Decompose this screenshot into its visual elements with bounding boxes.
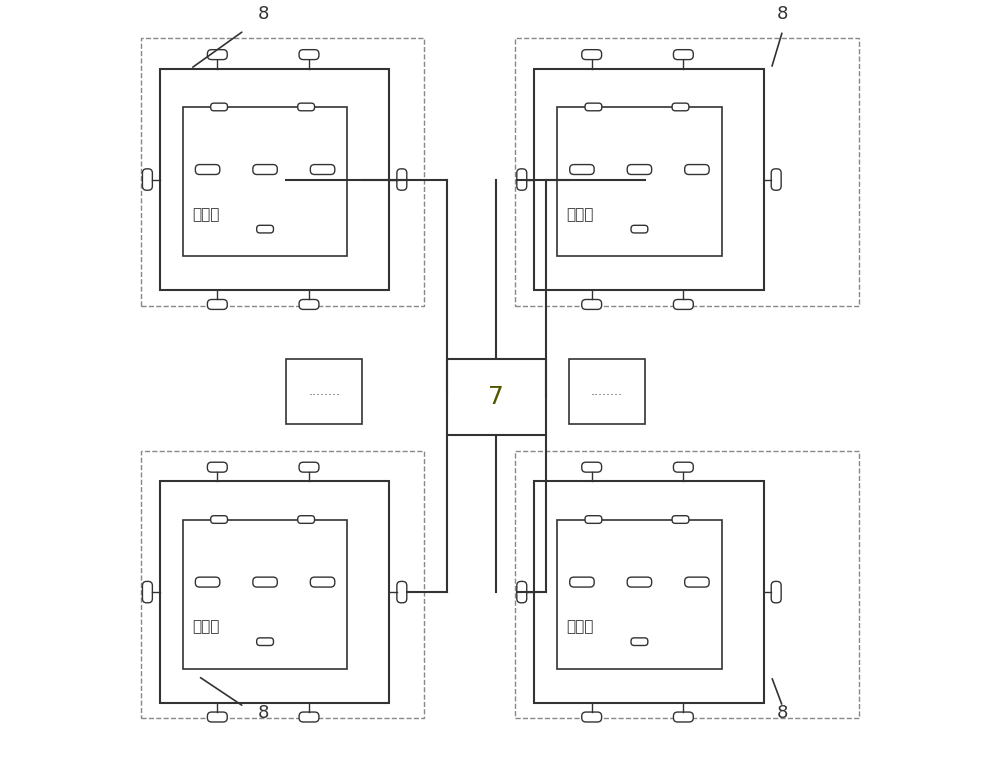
Bar bbox=[534, 69, 764, 290]
FancyBboxPatch shape bbox=[207, 712, 227, 722]
Bar bbox=[160, 69, 389, 290]
FancyBboxPatch shape bbox=[672, 516, 689, 523]
FancyBboxPatch shape bbox=[195, 577, 220, 587]
FancyBboxPatch shape bbox=[310, 164, 335, 174]
Text: 8: 8 bbox=[257, 5, 269, 23]
FancyBboxPatch shape bbox=[257, 225, 273, 233]
FancyBboxPatch shape bbox=[207, 462, 227, 472]
FancyBboxPatch shape bbox=[771, 581, 781, 603]
Text: 砥构件: 砥构件 bbox=[192, 207, 219, 222]
Bar bbox=[515, 38, 859, 306]
Text: ........: ........ bbox=[308, 385, 340, 398]
FancyBboxPatch shape bbox=[672, 103, 689, 111]
FancyBboxPatch shape bbox=[631, 638, 648, 646]
FancyBboxPatch shape bbox=[582, 462, 602, 472]
FancyBboxPatch shape bbox=[570, 164, 594, 174]
Bar bbox=[557, 107, 722, 256]
Text: 8: 8 bbox=[777, 5, 788, 23]
FancyBboxPatch shape bbox=[582, 50, 602, 60]
FancyBboxPatch shape bbox=[310, 577, 335, 587]
FancyBboxPatch shape bbox=[673, 462, 693, 472]
FancyBboxPatch shape bbox=[257, 638, 273, 646]
Bar bbox=[141, 38, 424, 306]
Text: 7: 7 bbox=[488, 385, 504, 410]
FancyBboxPatch shape bbox=[211, 103, 227, 111]
FancyBboxPatch shape bbox=[771, 169, 781, 190]
FancyBboxPatch shape bbox=[142, 169, 152, 190]
FancyBboxPatch shape bbox=[195, 164, 220, 174]
FancyBboxPatch shape bbox=[253, 164, 277, 174]
FancyBboxPatch shape bbox=[685, 577, 709, 587]
FancyBboxPatch shape bbox=[253, 577, 277, 587]
Text: ........: ........ bbox=[591, 385, 623, 398]
FancyBboxPatch shape bbox=[142, 581, 152, 603]
Text: 8: 8 bbox=[777, 704, 788, 722]
Bar bbox=[447, 359, 546, 435]
FancyBboxPatch shape bbox=[299, 299, 319, 309]
Text: 砥构件: 砥构件 bbox=[566, 207, 594, 222]
FancyBboxPatch shape bbox=[517, 581, 527, 603]
FancyBboxPatch shape bbox=[298, 103, 315, 111]
Bar bbox=[141, 451, 424, 718]
Bar bbox=[534, 481, 764, 703]
FancyBboxPatch shape bbox=[582, 712, 602, 722]
FancyBboxPatch shape bbox=[397, 581, 407, 603]
FancyBboxPatch shape bbox=[207, 299, 227, 309]
FancyBboxPatch shape bbox=[685, 164, 709, 174]
Bar bbox=[515, 451, 859, 718]
FancyBboxPatch shape bbox=[517, 169, 527, 190]
FancyBboxPatch shape bbox=[397, 169, 407, 190]
FancyBboxPatch shape bbox=[585, 516, 602, 523]
Bar bbox=[557, 520, 722, 668]
FancyBboxPatch shape bbox=[207, 50, 227, 60]
FancyBboxPatch shape bbox=[299, 462, 319, 472]
FancyBboxPatch shape bbox=[585, 103, 602, 111]
Text: 8: 8 bbox=[257, 704, 269, 722]
Text: 砥构件: 砥构件 bbox=[192, 620, 219, 634]
FancyBboxPatch shape bbox=[627, 164, 652, 174]
FancyBboxPatch shape bbox=[299, 712, 319, 722]
Bar bbox=[569, 359, 645, 424]
FancyBboxPatch shape bbox=[582, 299, 602, 309]
FancyBboxPatch shape bbox=[298, 516, 315, 523]
FancyBboxPatch shape bbox=[299, 50, 319, 60]
Bar bbox=[160, 481, 389, 703]
Bar bbox=[286, 359, 362, 424]
FancyBboxPatch shape bbox=[211, 516, 227, 523]
FancyBboxPatch shape bbox=[631, 225, 648, 233]
FancyBboxPatch shape bbox=[570, 577, 594, 587]
Bar bbox=[183, 107, 347, 256]
FancyBboxPatch shape bbox=[673, 299, 693, 309]
FancyBboxPatch shape bbox=[673, 50, 693, 60]
FancyBboxPatch shape bbox=[673, 712, 693, 722]
Text: 砥构件: 砥构件 bbox=[566, 620, 594, 634]
FancyBboxPatch shape bbox=[627, 577, 652, 587]
Bar bbox=[183, 520, 347, 668]
